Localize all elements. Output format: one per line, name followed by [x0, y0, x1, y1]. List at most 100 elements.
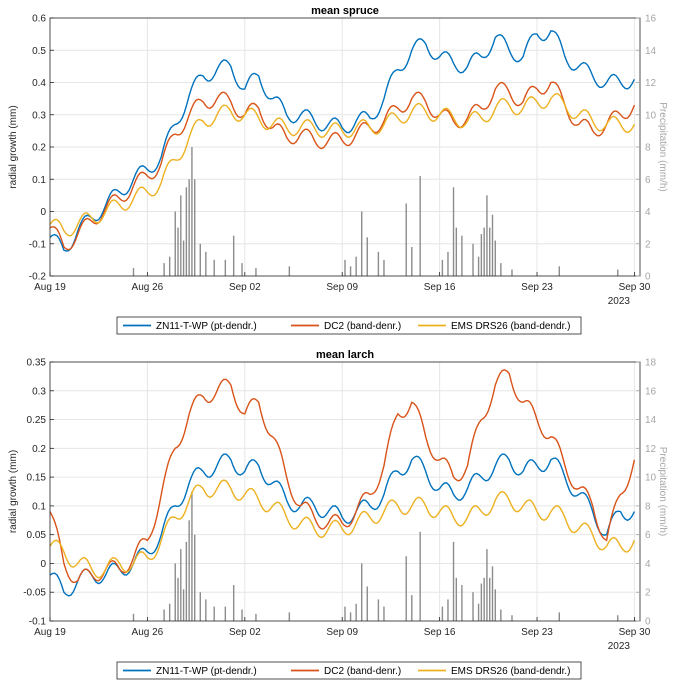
precip-bar	[168, 603, 171, 621]
precip-bar	[180, 549, 182, 621]
y-tick-label: 0.2	[32, 143, 46, 154]
legend: ZN11-T-WP (pt-dendr.) DC2 (band-denr.) EMS…	[116, 661, 582, 680]
y-tick-label: 0.3	[32, 110, 46, 121]
precip-bar	[163, 263, 165, 276]
x-tick-label: Aug 19	[34, 627, 66, 638]
x-tick-label: Aug 26	[132, 282, 164, 293]
legend-label-1: DC2 (band-denr.)	[324, 666, 401, 677]
chart-0: -0.2 -0.1 0 0.1 0.2 0.3 0.4 0.5 0.6 0 2 4 6 8 10 12 14 16…	[8, 5, 668, 335]
x-tick-label: Sep 23	[521, 282, 553, 293]
precip-bar	[360, 211, 363, 276]
precip-bar	[486, 549, 488, 621]
y2-tick-label: 14	[645, 46, 657, 57]
precip-bar	[205, 251, 207, 276]
precip-bar	[491, 214, 494, 276]
precip-bar	[288, 266, 291, 276]
precip-bar	[182, 240, 185, 276]
precip-bar	[494, 240, 496, 276]
precip-bar	[191, 491, 193, 621]
precip-bar	[477, 256, 480, 276]
precip-bar	[132, 613, 135, 621]
precip-bar	[188, 520, 190, 621]
precip-bar	[461, 585, 463, 621]
precip-bar	[511, 615, 513, 621]
precip-bar	[182, 589, 185, 621]
y2-tick-label: 8	[645, 143, 651, 154]
precip-bar	[477, 603, 480, 621]
precip-bar	[441, 259, 444, 276]
y2-tick-label: 10	[645, 473, 657, 484]
y2-tick-label: 6	[645, 175, 651, 186]
precip-bar	[377, 599, 380, 621]
y-tick-label: 0.1	[32, 501, 46, 512]
x-tick-label: Sep 02	[229, 282, 261, 293]
precip-bar	[480, 234, 483, 276]
plot-frame	[49, 361, 641, 622]
y-tick-label: -0.05	[23, 588, 46, 599]
precip-bar	[500, 263, 502, 276]
precip-bar	[180, 195, 182, 276]
precip-bar	[452, 541, 455, 621]
year-label: 2023	[608, 296, 631, 307]
precip-bar	[185, 187, 188, 276]
y2-tick-label: 4	[645, 207, 651, 218]
series-line-1	[49, 81, 636, 251]
precip-bar	[461, 235, 463, 276]
y2-tick-label: 16	[645, 14, 657, 25]
y-axis-label: radial growth (mm)	[8, 450, 19, 533]
y2-tick-label: 10	[645, 110, 657, 121]
y2-tick-label: 16	[645, 386, 657, 397]
precip-bar	[483, 227, 485, 276]
precip-bar	[177, 577, 179, 621]
x-tick-label: Sep 16	[424, 627, 456, 638]
y2-tick-label: 2	[645, 588, 651, 599]
x-tick-label: Aug 19	[34, 282, 66, 293]
legend-label-2: EMS DRS26 (band-dendr.)	[451, 321, 571, 332]
series-line-2	[49, 93, 636, 237]
precip-bar	[489, 227, 491, 276]
precip-bar	[174, 563, 176, 621]
precip-bar	[411, 595, 413, 621]
series-line-0	[49, 30, 636, 252]
precip-bar	[177, 227, 179, 276]
precip-bar	[344, 259, 346, 276]
series-line-0	[49, 453, 636, 597]
precip-bar	[441, 606, 444, 621]
precip-bar	[355, 256, 357, 276]
y2-tick-label: 2	[645, 239, 651, 250]
legend-label-2: EMS DRS26 (band-dendr.)	[451, 666, 571, 677]
precip-bar	[486, 195, 488, 276]
x-tick-label: Sep 02	[229, 627, 261, 638]
legend-box	[116, 316, 582, 335]
precip-bar	[455, 227, 458, 276]
y2-tick-label: 12	[645, 444, 657, 455]
y-tick-label: -0.1	[29, 617, 47, 628]
precip-bar	[419, 531, 421, 621]
chart-title: mean larch	[316, 349, 374, 361]
precip-bar	[494, 589, 496, 621]
legend-box	[116, 661, 582, 680]
precip-bar	[241, 609, 243, 621]
y-tick-label: 0.35	[27, 358, 47, 369]
y-tick-label: -0.1	[29, 239, 47, 250]
precip-bar	[455, 577, 458, 621]
precip-bar	[163, 609, 165, 621]
precip-bar	[617, 615, 619, 621]
precip-bar	[366, 586, 368, 621]
precip-bar	[617, 269, 619, 276]
precip-bar	[452, 187, 455, 276]
y-tick-label: 0	[40, 207, 46, 218]
precip-bar	[232, 585, 235, 621]
y2-tick-label: 4	[645, 559, 651, 570]
y-tick-label: -0.2	[29, 272, 47, 283]
precip-bar	[241, 263, 243, 276]
precip-bar	[199, 243, 201, 276]
series-line-1	[49, 369, 636, 584]
x-tick-label: Sep 30	[619, 282, 651, 293]
x-tick-label: Aug 26	[132, 627, 164, 638]
precip-bar	[194, 534, 196, 621]
y-tick-label: 0.25	[27, 415, 47, 426]
y-tick-label: 0.05	[27, 530, 47, 541]
x-tick-label: Sep 30	[619, 627, 651, 638]
